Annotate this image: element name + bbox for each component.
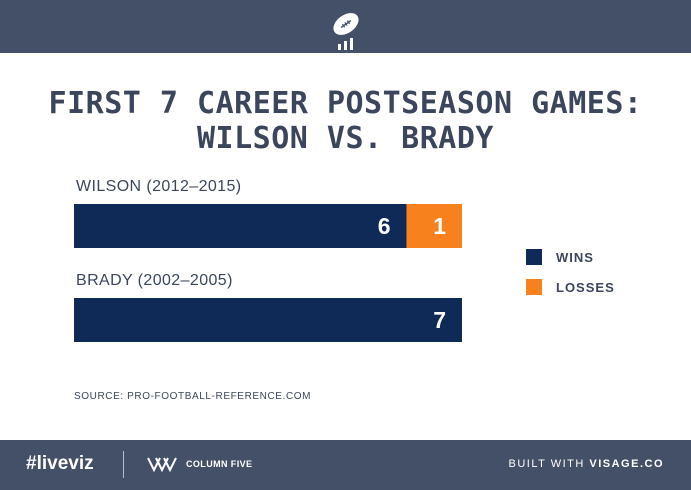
title-line-1: FIRST 7 CAREER POSTSEASON GAMES: [48,86,643,121]
bar-chart: WILSON (2012–2015) 6 1 BRADY (2002–2005) 7 WI… [74,178,615,342]
footer-bar: #liveviz COLUMN FIVE BUILT WITH VISAGE.C… [0,440,691,490]
bar-losses [406,204,462,248]
football-chart-icon [333,13,359,50]
bar-wins [74,298,462,342]
chart-title: FIRST 7 CAREER POSTSEASON GAMES: WILSON … [0,86,691,156]
legend-label-losses: LOSSES [556,280,615,295]
header-bar [0,0,691,53]
footer-divider [123,451,124,478]
data-label: 7 [433,307,446,333]
category-label: WILSON (2012–2015) [76,178,242,195]
bar-wins [74,204,407,248]
data-label: 6 [378,213,391,239]
data-label: 1 [433,213,446,239]
legend-swatch-wins [526,249,542,265]
legend-label-wins: WINS [556,250,594,265]
column-five-label: COLUMN FIVE [186,459,253,469]
category-label: BRADY (2002–2005) [76,272,233,289]
title-line-2: WILSON VS. BRADY [197,121,494,156]
built-prefix: BUILT WITH [508,458,590,470]
column-five-logo-icon [147,457,177,473]
visage-brand: VISAGE.CO [589,458,664,470]
source-note: SOURCE: PRO-FOOTBALL-REFERENCE.COM [74,391,312,402]
hashtag: #liveviz [26,453,94,474]
legend-swatch-losses [526,279,542,295]
built-with-label: BUILT WITH VISAGE.CO [509,458,665,470]
